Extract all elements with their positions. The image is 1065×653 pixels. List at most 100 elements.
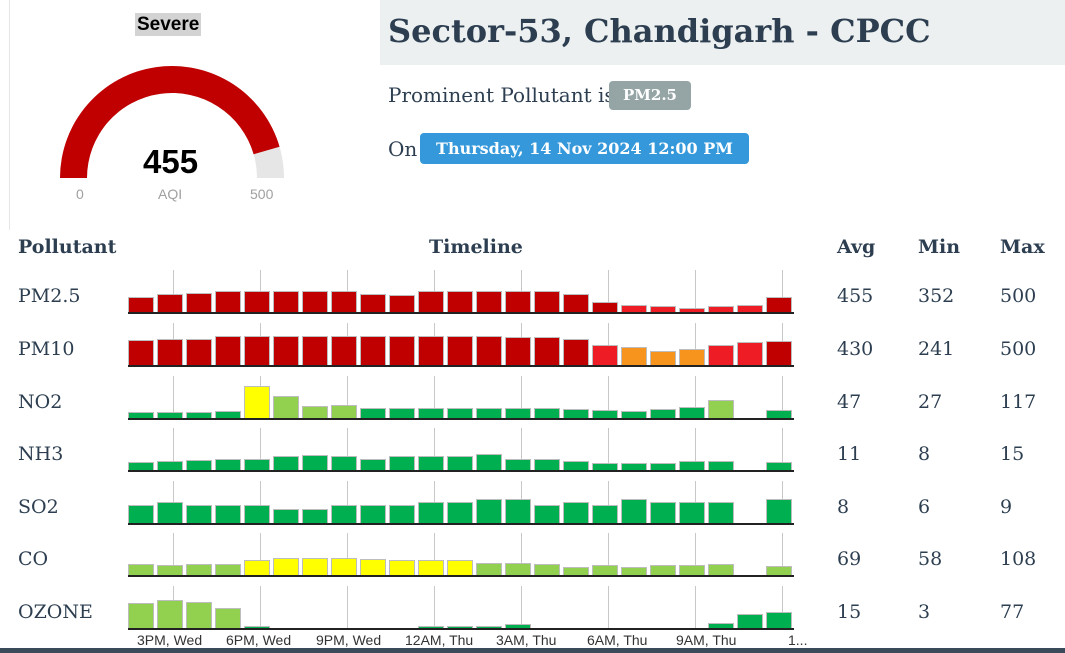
timeline-bar[interactable] bbox=[563, 502, 589, 523]
timeline-bar[interactable] bbox=[128, 603, 154, 628]
timeline-bar[interactable] bbox=[476, 336, 502, 365]
timeline-bar[interactable] bbox=[476, 499, 502, 523]
timeline-bar[interactable] bbox=[244, 505, 270, 523]
timeline-bar[interactable] bbox=[708, 623, 734, 628]
timeline-bar[interactable] bbox=[360, 459, 386, 470]
timeline-bar[interactable] bbox=[534, 505, 560, 523]
timeline-bar[interactable] bbox=[505, 408, 531, 418]
timeline-bar[interactable] bbox=[157, 565, 183, 575]
timeline-bar[interactable] bbox=[766, 297, 792, 312]
timeline-bar[interactable] bbox=[766, 410, 792, 418]
timeline-bar[interactable] bbox=[737, 614, 763, 628]
timeline-bar[interactable] bbox=[302, 455, 328, 470]
timeline-bar[interactable] bbox=[331, 405, 357, 418]
timeline-bar[interactable] bbox=[273, 509, 299, 523]
timeline-bar[interactable] bbox=[563, 409, 589, 418]
timeline-bar[interactable] bbox=[650, 463, 676, 470]
timeline-bar[interactable] bbox=[215, 505, 241, 523]
timeline-bar[interactable] bbox=[244, 386, 270, 418]
timeline-bar[interactable] bbox=[128, 564, 154, 575]
timeline-bar[interactable] bbox=[157, 600, 183, 628]
timeline-bar[interactable] bbox=[505, 337, 531, 365]
timeline-bar[interactable] bbox=[766, 341, 792, 365]
timeline-bar[interactable] bbox=[534, 337, 560, 365]
timeline-bar[interactable] bbox=[534, 564, 560, 575]
timeline-bar[interactable] bbox=[157, 339, 183, 365]
timeline-bar[interactable] bbox=[447, 626, 473, 628]
timeline-bar[interactable] bbox=[244, 291, 270, 312]
timeline-bar[interactable] bbox=[273, 396, 299, 418]
timeline-bar[interactable] bbox=[737, 342, 763, 365]
timeline-bar[interactable] bbox=[708, 502, 734, 523]
timeline-bar[interactable] bbox=[476, 291, 502, 312]
timeline-bar[interactable] bbox=[708, 461, 734, 470]
timeline-bar[interactable] bbox=[563, 567, 589, 575]
timeline-bar[interactable] bbox=[505, 291, 531, 312]
timeline-bar[interactable] bbox=[389, 336, 415, 365]
timeline-bar[interactable] bbox=[186, 505, 212, 523]
timeline-bar[interactable] bbox=[186, 293, 212, 312]
timeline-bar[interactable] bbox=[621, 567, 647, 575]
timeline-bar[interactable] bbox=[621, 463, 647, 470]
timeline-bar[interactable] bbox=[215, 336, 241, 365]
timeline-bar[interactable] bbox=[418, 560, 444, 575]
timeline-bar[interactable] bbox=[389, 560, 415, 575]
timeline-bar[interactable] bbox=[679, 349, 705, 365]
timeline-bar[interactable] bbox=[186, 339, 212, 365]
timeline-bar[interactable] bbox=[244, 626, 270, 628]
timeline-bar[interactable] bbox=[360, 336, 386, 365]
timeline-bar[interactable] bbox=[128, 505, 154, 523]
timeline-bar[interactable] bbox=[650, 351, 676, 365]
timeline-bar[interactable] bbox=[418, 408, 444, 418]
timeline-bar[interactable] bbox=[447, 291, 473, 312]
timeline-bar[interactable] bbox=[244, 336, 270, 365]
timeline-bar[interactable] bbox=[418, 291, 444, 312]
timeline-bar[interactable] bbox=[708, 564, 734, 575]
timeline-bar[interactable] bbox=[389, 456, 415, 470]
timeline-bar[interactable] bbox=[447, 408, 473, 418]
timeline-bar[interactable] bbox=[708, 345, 734, 365]
timeline-bar[interactable] bbox=[157, 502, 183, 523]
timeline-bar[interactable] bbox=[360, 559, 386, 575]
timeline-bar[interactable] bbox=[215, 459, 241, 470]
timeline-bar[interactable] bbox=[592, 463, 618, 470]
timeline-bar[interactable] bbox=[360, 294, 386, 312]
timeline-bar[interactable] bbox=[302, 336, 328, 365]
timeline-bar[interactable] bbox=[592, 302, 618, 312]
timeline-bar[interactable] bbox=[505, 499, 531, 523]
timeline-bar[interactable] bbox=[447, 502, 473, 523]
timeline-bar[interactable] bbox=[563, 461, 589, 470]
timeline-bar[interactable] bbox=[592, 565, 618, 575]
timeline-bar[interactable] bbox=[302, 406, 328, 418]
timeline-bar[interactable] bbox=[360, 505, 386, 523]
timeline-bar[interactable] bbox=[534, 459, 560, 470]
timeline-bar[interactable] bbox=[389, 295, 415, 312]
timeline-bar[interactable] bbox=[273, 558, 299, 575]
timeline-bar[interactable] bbox=[389, 408, 415, 418]
timeline-bar[interactable] bbox=[418, 336, 444, 365]
timeline-bar[interactable] bbox=[534, 291, 560, 312]
timeline-bar[interactable] bbox=[592, 345, 618, 365]
timeline-bar[interactable] bbox=[360, 408, 386, 418]
timeline-bar[interactable] bbox=[186, 412, 212, 418]
timeline-bar[interactable] bbox=[273, 336, 299, 365]
timeline-bar[interactable] bbox=[389, 505, 415, 523]
timeline-bar[interactable] bbox=[476, 563, 502, 575]
timeline-bar[interactable] bbox=[592, 505, 618, 523]
timeline-bar[interactable] bbox=[244, 459, 270, 470]
timeline-bar[interactable] bbox=[650, 502, 676, 523]
timeline-bar[interactable] bbox=[447, 560, 473, 575]
timeline-bar[interactable] bbox=[331, 336, 357, 365]
timeline-bar[interactable] bbox=[534, 408, 560, 418]
timeline-bar[interactable] bbox=[128, 340, 154, 365]
timeline-bar[interactable] bbox=[505, 459, 531, 470]
timeline-bar[interactable] bbox=[708, 306, 734, 312]
timeline-bar[interactable] bbox=[679, 502, 705, 523]
timeline-bar[interactable] bbox=[215, 291, 241, 312]
timeline-bar[interactable] bbox=[505, 624, 531, 628]
timeline-bar[interactable] bbox=[273, 456, 299, 470]
timeline-bar[interactable] bbox=[679, 308, 705, 312]
timeline-bar[interactable] bbox=[215, 411, 241, 418]
timeline-bar[interactable] bbox=[331, 456, 357, 470]
timeline-bar[interactable] bbox=[447, 456, 473, 470]
